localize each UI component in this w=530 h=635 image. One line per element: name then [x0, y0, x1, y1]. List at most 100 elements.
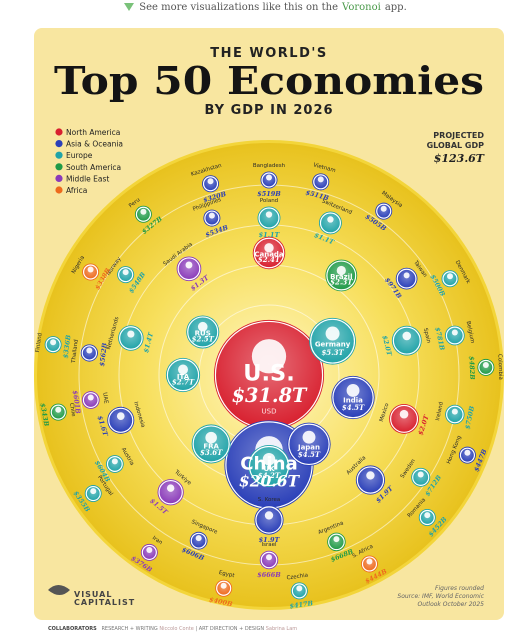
country-bubble	[105, 455, 124, 473]
source-line-1: Figures rounded	[435, 585, 484, 592]
country-value: $417B	[289, 599, 314, 610]
footer-credits: COLLABORATORS RESEARCH + WRITING Niccolo…	[48, 626, 298, 632]
country-name: Egypt	[218, 570, 236, 579]
flag-icon	[266, 174, 272, 181]
flag-icon	[127, 330, 135, 338]
country-bubble	[259, 550, 279, 570]
country-name: Spain	[422, 328, 432, 345]
country-bubble	[44, 336, 62, 354]
flag-icon	[185, 261, 193, 269]
country-value: $4.5T	[342, 403, 365, 412]
bubble-shine	[397, 269, 416, 289]
art-name: Sabrina Lam	[265, 626, 298, 632]
country-bubble	[82, 263, 100, 281]
country-bubbles	[44, 171, 495, 600]
bubble-shine	[390, 405, 418, 433]
country-bubble	[257, 206, 281, 230]
country-bubble	[375, 202, 393, 220]
country-bubble	[391, 325, 422, 356]
flag-icon	[325, 326, 340, 341]
country-value: $5.3T	[321, 348, 344, 357]
flag-icon	[116, 412, 125, 420]
legend: North America Asia & Oceania Europe South A…	[55, 128, 123, 195]
country-name: Poland	[260, 198, 278, 204]
flag-icon	[178, 364, 188, 375]
source-note: Figures rounded Source: IMF, World Econo…	[397, 585, 484, 608]
country-bubble	[325, 259, 358, 292]
country-bubble	[254, 505, 284, 535]
country-name: Canada	[254, 251, 284, 259]
country-bubble	[290, 582, 308, 600]
flag-icon	[265, 211, 273, 218]
banner-text-end: app.	[384, 1, 407, 13]
flag-icon	[87, 394, 94, 401]
bubble-shine	[178, 257, 200, 280]
bubble-shine	[357, 466, 384, 494]
flag-icon	[296, 585, 303, 592]
flag-icon	[302, 430, 316, 444]
chart-header: THE WORLD'S Top 50 Economies BY GDP IN 2…	[54, 46, 484, 118]
bubble-shine	[108, 408, 133, 433]
legend-label: Europe	[66, 151, 93, 160]
country-bubble	[84, 485, 102, 503]
legend-label: Asia & Oceania	[66, 140, 123, 149]
flag-icon	[366, 471, 375, 480]
legend-label: North America	[66, 128, 120, 137]
flag-icon	[464, 449, 471, 456]
flag-icon	[207, 178, 214, 185]
legend-swatch	[55, 140, 63, 148]
flag-icon	[380, 205, 387, 212]
flag-icon	[220, 582, 227, 589]
bubble-shine	[249, 446, 289, 486]
flag-icon	[366, 558, 373, 565]
flag-icon	[90, 488, 97, 495]
bubble-shine	[259, 208, 279, 228]
country-name: UAE	[101, 392, 109, 405]
voronoi-link[interactable]: Voronoi	[342, 1, 381, 13]
collaborators-label: COLLABORATORS	[48, 626, 97, 632]
country-bubble	[389, 403, 419, 434]
country-bubble	[213, 319, 325, 431]
country-value: $2.7T	[172, 378, 195, 387]
country-bubble	[477, 358, 495, 376]
flag-icon	[346, 384, 360, 397]
top-banner: See more visualizations like this on the…	[0, 0, 530, 14]
country-bubble	[248, 445, 290, 487]
country-bubble	[252, 236, 286, 270]
flag-icon	[317, 176, 324, 183]
country-value: $2.5T	[192, 334, 215, 343]
country-bubble	[458, 446, 476, 464]
country-bubble	[327, 532, 346, 552]
country-bubble	[186, 315, 220, 349]
country-name: Chile	[68, 402, 76, 417]
global-gdp-label-2: GLOBAL GDP	[427, 141, 485, 150]
country-value: $601B	[71, 390, 82, 415]
flag-icon	[166, 484, 175, 492]
country-bubble	[418, 509, 436, 527]
source-line-2: Source: IMF, World Economic	[397, 593, 484, 600]
country-value: $666B	[257, 571, 281, 579]
bubble-shine	[159, 480, 183, 504]
flag-icon	[451, 408, 458, 415]
country-bubble	[445, 404, 465, 425]
brand-logo: VISUAL CAPITALIST	[48, 585, 134, 607]
country-value: $3.6T	[200, 448, 223, 457]
flag-icon	[197, 321, 208, 332]
bubble-shine	[288, 424, 330, 465]
country-name: Bangladesh	[253, 163, 286, 169]
bubble-shine	[310, 319, 355, 364]
country-name: Japan	[297, 443, 320, 451]
country-bubble	[202, 175, 220, 193]
country-bubble	[165, 357, 201, 393]
country-name: India	[343, 397, 363, 405]
country-value: $2.4T	[258, 255, 281, 264]
global-gdp-label-1: PROJECTED	[433, 131, 484, 140]
flag-icon	[264, 511, 274, 520]
country-bubble	[260, 171, 278, 189]
country-bubble	[191, 424, 231, 464]
country-bubble	[140, 543, 158, 561]
country-bubble	[331, 375, 375, 420]
country-bubble	[355, 465, 386, 495]
research-name: Niccolo Conte	[159, 626, 194, 632]
flag-icon	[111, 458, 118, 465]
